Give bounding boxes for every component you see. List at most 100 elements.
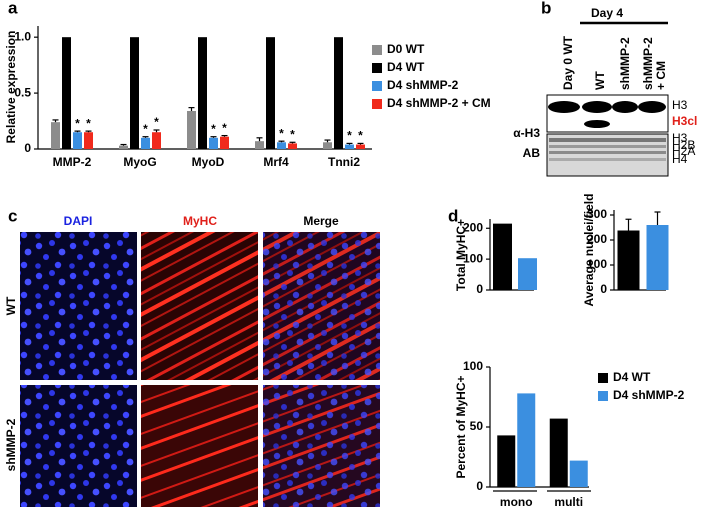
bar <box>141 137 150 149</box>
band <box>549 138 666 142</box>
legend-label: D4 WT <box>613 370 651 384</box>
bar <box>187 110 196 149</box>
band-label: H3 <box>672 131 688 145</box>
band-label: H2A <box>672 144 695 158</box>
significance-marker: * <box>75 116 80 130</box>
legend-swatch <box>372 63 382 73</box>
bar <box>119 145 128 149</box>
band <box>549 151 666 154</box>
band-label: H4 <box>672 152 688 166</box>
band-label: H2B <box>672 138 695 152</box>
significance-marker: * <box>222 121 227 135</box>
band <box>548 101 580 113</box>
bar <box>517 393 536 487</box>
column-header: Merge <box>303 214 339 228</box>
bar <box>288 143 297 149</box>
y-tick-label: 0.5 <box>14 85 31 99</box>
x-tick-label: Mrf4 <box>263 155 289 169</box>
legend-swatch <box>372 45 382 55</box>
legend-swatch <box>598 373 608 383</box>
legend-label: D4 WT <box>387 60 425 74</box>
bar <box>152 132 161 149</box>
band <box>582 101 612 113</box>
legend-label: D4 shMMP-2 <box>387 78 459 92</box>
legend-label: D4 shMMP-2 <box>613 388 685 402</box>
lane-label: WT <box>593 71 607 90</box>
y-tick-label: 200 <box>463 220 483 234</box>
band-label: H3cl <box>672 114 697 128</box>
significance-marker: * <box>154 115 159 129</box>
x-tick-label: mono <box>500 495 533 509</box>
y-tick-label: 100 <box>587 257 607 271</box>
significance-marker: * <box>279 126 284 140</box>
bar <box>334 37 343 149</box>
bar <box>497 435 516 487</box>
y-tick-label: 0 <box>476 479 483 493</box>
x-tick-label: Tnni2 <box>328 155 360 169</box>
row-label: WT <box>4 296 18 315</box>
legend-swatch <box>372 99 382 109</box>
y-tick-label: 100 <box>463 251 483 265</box>
band <box>638 101 666 113</box>
legend-swatch <box>598 391 608 401</box>
blot-header: Day 4 <box>591 6 623 20</box>
row-label: shMMP-2 <box>4 418 18 471</box>
y-tick-label: 100 <box>463 359 483 373</box>
bar <box>569 460 588 487</box>
significance-marker: * <box>86 116 91 130</box>
micrograph-grid <box>20 232 380 507</box>
y-tick-label: 50 <box>470 419 484 433</box>
y-axis-label: Percent of MyHC+ <box>454 375 468 478</box>
lane-label: shMMP-2 <box>618 37 632 90</box>
bar <box>62 37 71 149</box>
y-tick-label: 0 <box>24 141 31 155</box>
y-axis-label: Total MyHC+ <box>454 219 468 291</box>
bar <box>255 141 264 149</box>
bar <box>277 142 286 149</box>
x-tick-label: MyoD <box>192 155 225 169</box>
bar <box>130 37 139 149</box>
significance-marker: * <box>143 122 148 136</box>
x-tick-label: MMP-2 <box>53 155 92 169</box>
y-tick-label: 1.0 <box>14 29 31 43</box>
significance-marker: * <box>290 127 295 141</box>
panel-label: c <box>8 206 17 225</box>
y-tick-label: 300 <box>587 207 607 221</box>
bar <box>345 144 354 149</box>
band-label: H3 <box>672 98 688 112</box>
lane-label: shMMP-2 <box>641 37 655 90</box>
bar <box>266 37 275 149</box>
bar <box>646 225 669 290</box>
bar <box>73 132 82 149</box>
lane-label: + CM <box>654 61 668 90</box>
band <box>549 145 666 148</box>
panel-label: a <box>8 0 18 17</box>
row-label: AB <box>523 146 541 160</box>
band <box>584 120 610 128</box>
bar <box>220 136 229 149</box>
y-axis-label: Relative expression <box>4 31 18 144</box>
y-tick-label: 0 <box>476 282 483 296</box>
significance-marker: * <box>358 129 363 143</box>
bar <box>323 142 332 149</box>
panel-label: b <box>541 0 551 17</box>
band <box>549 158 666 161</box>
x-tick-label: MyoG <box>123 155 156 169</box>
row-label: α-H3 <box>513 126 540 140</box>
band <box>612 101 638 113</box>
significance-marker: * <box>211 122 216 136</box>
bar <box>84 132 93 149</box>
bar <box>493 223 512 290</box>
bar <box>549 418 568 487</box>
bar <box>356 144 365 149</box>
legend-swatch <box>372 81 382 91</box>
bar <box>617 230 640 290</box>
lane-label: Day 0 WT <box>561 35 575 90</box>
panel-label: d <box>448 206 458 225</box>
bar <box>518 258 537 290</box>
y-tick-label: 0 <box>600 282 607 296</box>
x-tick-label: multi <box>554 495 583 509</box>
y-tick-label: 200 <box>587 232 607 246</box>
bar <box>198 37 207 149</box>
